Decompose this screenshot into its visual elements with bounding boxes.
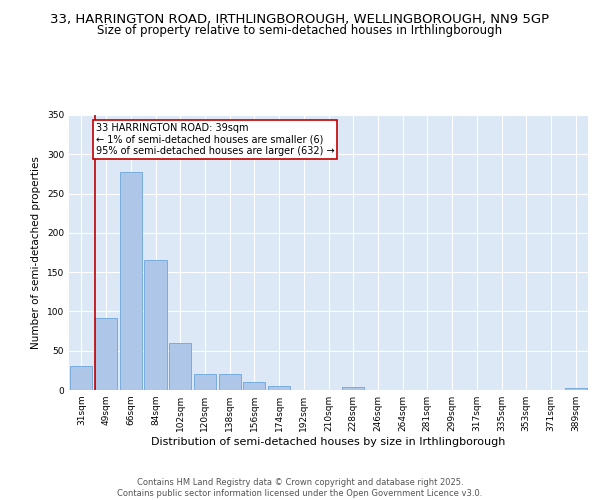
Bar <box>565 388 587 390</box>
Bar <box>268 386 290 390</box>
Bar <box>342 387 364 390</box>
Text: Contains HM Land Registry data © Crown copyright and database right 2025.
Contai: Contains HM Land Registry data © Crown c… <box>118 478 482 498</box>
Y-axis label: Number of semi-detached properties: Number of semi-detached properties <box>31 156 41 349</box>
Bar <box>70 366 92 390</box>
Text: 33 HARRINGTON ROAD: 39sqm
← 1% of semi-detached houses are smaller (6)
95% of se: 33 HARRINGTON ROAD: 39sqm ← 1% of semi-d… <box>95 123 334 156</box>
X-axis label: Distribution of semi-detached houses by size in Irthlingborough: Distribution of semi-detached houses by … <box>151 437 506 447</box>
Bar <box>119 172 142 390</box>
Bar <box>194 374 216 390</box>
Bar <box>95 318 117 390</box>
Bar <box>243 382 265 390</box>
Text: Size of property relative to semi-detached houses in Irthlingborough: Size of property relative to semi-detach… <box>97 24 503 37</box>
Text: 33, HARRINGTON ROAD, IRTHLINGBOROUGH, WELLINGBOROUGH, NN9 5GP: 33, HARRINGTON ROAD, IRTHLINGBOROUGH, WE… <box>50 12 550 26</box>
Bar <box>169 343 191 390</box>
Bar <box>218 374 241 390</box>
Bar <box>145 260 167 390</box>
